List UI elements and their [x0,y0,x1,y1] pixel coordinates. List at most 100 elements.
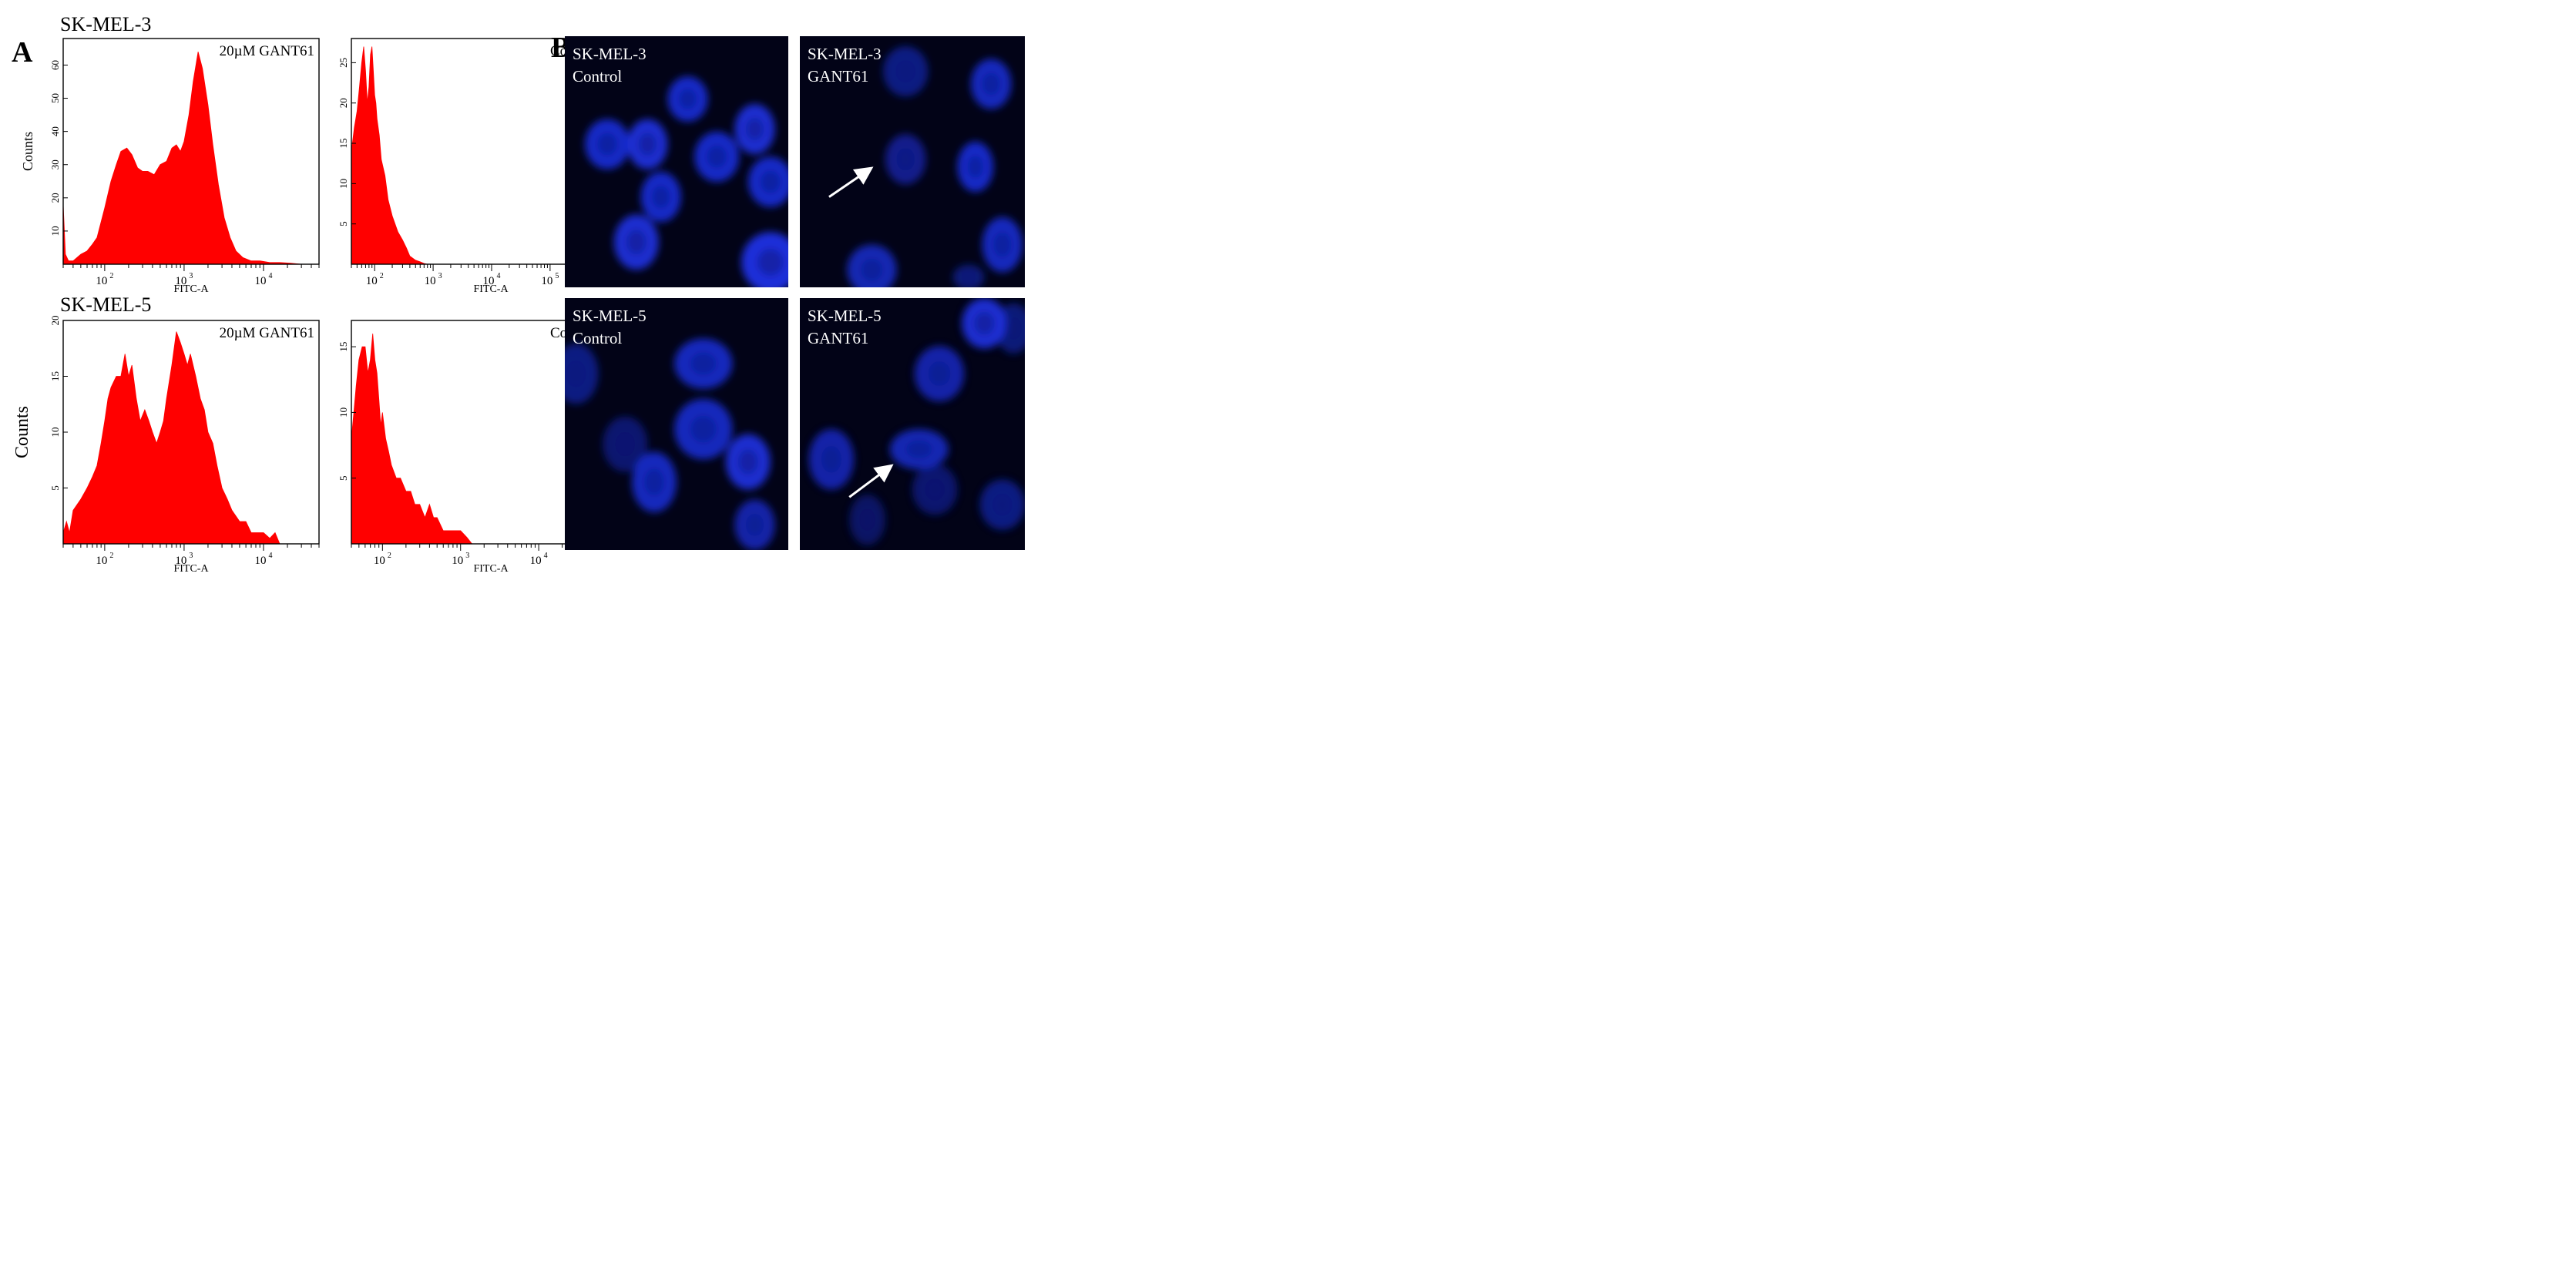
cell-line-label-skmel3: SK-MEL-3 [60,13,151,35]
nucleus-center [757,248,784,277]
condition-label: 20µM GANT61 [220,325,314,341]
nucleus-center [896,148,915,171]
cell-line-label-skmel5: SK-MEL-5 [60,293,151,316]
nucleus-center [690,415,717,443]
micrograph-tile: SK-MEL-5 Control [565,298,788,550]
arrow-icon [848,464,894,498]
x-tick-label-exponent: 2 [109,552,113,560]
nucleus-center [566,360,586,387]
nucleus-center [982,72,1001,96]
x-tick-label-base: 10 [530,555,542,567]
x-tick-label-exponent: 3 [438,272,442,280]
x-tick-label-base: 10 [374,555,385,567]
x-tick-label-exponent: 4 [268,552,272,560]
x-tick-label-exponent: 4 [496,272,500,280]
arrow-icon [828,166,874,198]
y-tick-label: 20 [338,98,349,108]
micrograph-tile: SK-MEL-3 GANT61 [800,36,1025,287]
micrograph-tile: SK-MEL-5 GANT61 [800,298,1025,550]
x-axis-title: FITC-A [473,283,509,295]
y-tick-label: 15 [49,371,61,381]
y-tick-label: 20 [49,316,61,326]
nucleus-center [905,440,932,458]
y-tick-label: 5 [338,221,349,226]
nucleus-center [707,145,727,169]
x-axis-title: FITC-A [173,563,209,575]
nucleus-center [895,59,916,83]
x-tick-label-exponent: 3 [189,552,193,560]
y-axis-title: Counts [12,406,32,458]
nucleus-center [859,508,876,532]
y-tick-label: 10 [49,428,61,438]
y-tick-label: 10 [49,226,61,236]
micrograph-line-label: SK-MEL-5 [808,307,882,325]
nuclei-layer [585,76,788,287]
nucleus-center [690,352,717,375]
x-tick-label-base: 10 [254,275,266,287]
micrograph-tile: SK-MEL-3 Control [565,36,788,287]
condition-label: 20µM GANT61 [220,43,314,59]
x-tick-label-base: 10 [96,275,107,287]
x-tick-label-base: 10 [96,555,107,567]
nucleus-center [967,155,984,179]
nucleus-center [821,445,842,473]
micrograph-line-label: SK-MEL-3 [573,45,647,63]
x-tick-label-exponent: 2 [380,272,384,280]
y-tick-label: 60 [49,60,61,70]
x-tick-label-exponent: 2 [109,272,113,280]
y-tick-label: 15 [338,342,349,352]
y-tick-label: 10 [338,179,349,189]
nuclei-layer [808,298,1025,545]
plot-frame [62,38,320,265]
x-tick-label-base: 10 [482,275,494,287]
x-tick-label-base: 10 [254,555,266,567]
nucleus-center [737,449,758,475]
nucleus-center [678,89,697,109]
histogram-area [62,52,302,265]
micrograph-line-label: SK-MEL-5 [573,307,647,325]
nucleus-center [1005,317,1022,340]
micrograph-condition-label: Control [573,329,622,347]
x-tick-label-base: 10 [366,275,378,287]
nucleus-center [597,132,618,156]
y-tick-label: 30 [49,159,61,169]
y-tick-label: 15 [338,139,349,149]
nucleus-center [745,513,764,537]
x-tick-label-base: 10 [452,555,463,567]
x-tick-label-exponent: 5 [555,272,559,280]
nucleus-center [928,361,951,387]
histogram-area [351,334,473,545]
micrograph-condition-label: Control [573,67,622,86]
nuclei-layer [565,338,775,550]
histogram-area [62,331,280,545]
nucleus-center [643,468,665,496]
x-tick-label-base: 10 [175,555,186,567]
nucleus-center [745,117,764,141]
nucleus-center [760,170,781,193]
nucleus-center [615,431,636,457]
nuclei-layer [847,46,1023,287]
x-tick-label-exponent: 3 [465,552,469,560]
nucleus-center [961,271,976,283]
histogram-area [351,46,428,265]
y-tick-label: 25 [338,58,349,68]
micrograph-line-label: SK-MEL-3 [808,45,882,63]
nucleus-center [651,185,670,209]
microscopy-grid: SK-MEL-3 Control SK-MEL-3 GANT61 SK-MEL-5 Con… [565,36,1025,550]
x-axis-title: FITC-A [173,283,209,295]
x-tick-label-base: 10 [175,275,186,287]
nucleus-center [974,311,995,335]
panel-letter-a: A [12,36,33,69]
x-tick-label-exponent: 4 [268,272,272,280]
nucleus-center [925,478,945,501]
micrograph-condition-label: GANT61 [808,329,868,347]
x-tick-label-base: 10 [541,275,552,287]
y-tick-label: 40 [49,126,61,136]
y-tick-label: 20 [49,193,61,203]
x-tick-label-base: 10 [425,275,436,287]
y-axis-title: Counts [20,132,35,171]
